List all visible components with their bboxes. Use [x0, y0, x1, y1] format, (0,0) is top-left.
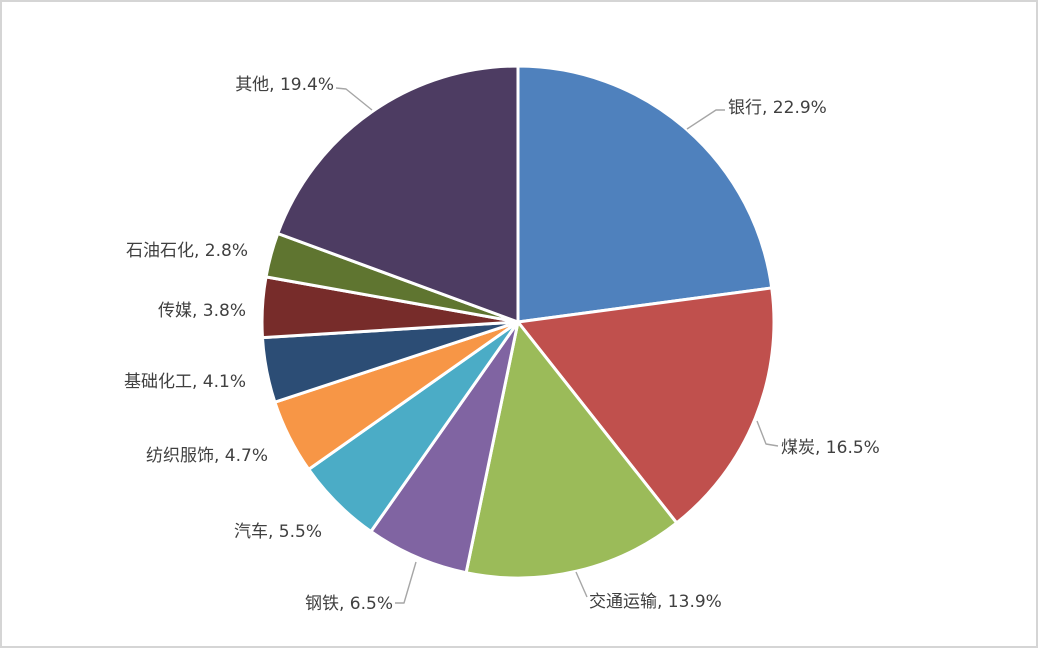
- pie-slice: [276, 64, 520, 324]
- data-labels-layer: 银行, 22.9% 煤炭, 16.5% 交通运输, 13.9% 钢铁, 6.5% 汽车,…: [124, 75, 880, 614]
- pie-slice: [464, 320, 679, 580]
- pie-slices-layer: [260, 64, 776, 580]
- data-label: 钢铁, 6.5%: [305, 594, 393, 614]
- data-label: 石油石化, 2.8%: [126, 241, 248, 261]
- label-leader-line: [686, 109, 725, 130]
- data-label: 纺织服饰, 4.7%: [146, 446, 268, 466]
- data-label: 其他, 19.4%: [235, 75, 334, 95]
- label-leader-lines-layer: [335, 87, 779, 604]
- label-leader-line: [335, 87, 373, 111]
- pie-slice: [516, 64, 774, 324]
- label-leader-line: [756, 420, 779, 447]
- label-leader-line: [575, 571, 588, 598]
- data-label: 交通运输, 13.9%: [589, 592, 722, 612]
- data-label: 传媒, 3.8%: [158, 301, 246, 321]
- pie-slice: [516, 286, 776, 525]
- data-label: 基础化工, 4.1%: [124, 372, 246, 392]
- data-label: 汽车, 5.5%: [234, 522, 322, 542]
- data-label: 煤炭, 16.5%: [781, 438, 880, 458]
- label-leader-line: [395, 561, 417, 604]
- data-label: 银行, 22.9%: [728, 98, 827, 118]
